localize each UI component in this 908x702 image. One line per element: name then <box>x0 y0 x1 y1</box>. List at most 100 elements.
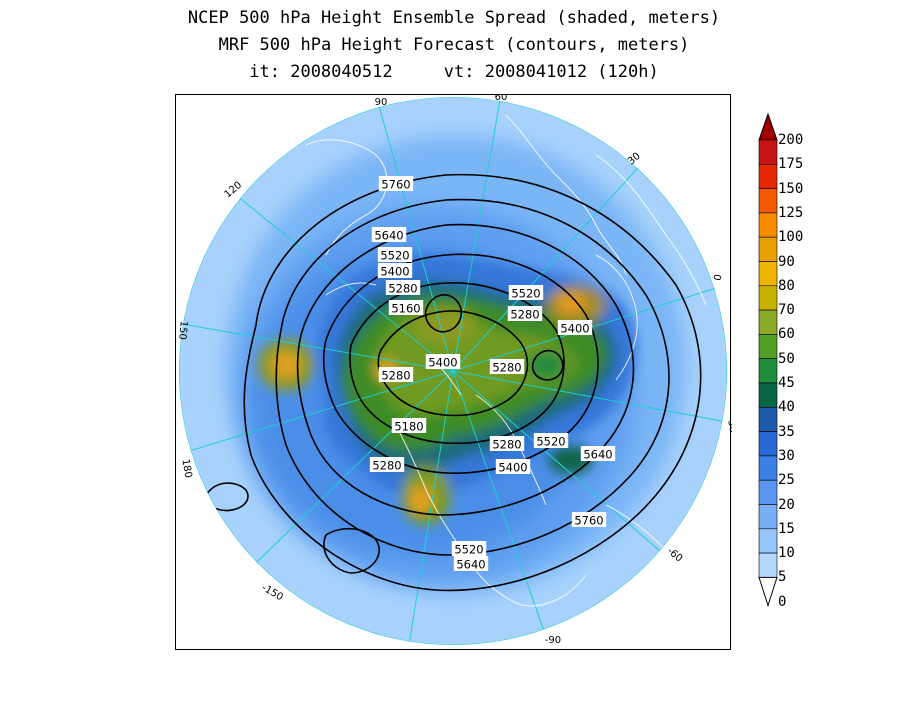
contour-label: 5520 <box>511 287 540 301</box>
colorbar-swatch <box>758 479 778 505</box>
contour-label: 5160 <box>391 302 420 316</box>
colorbar-label: 60 <box>778 326 795 343</box>
valid-time: vt: 2008041012 (120h) <box>443 62 659 82</box>
colorbar-swatch <box>758 139 778 165</box>
contour-label-bg <box>580 446 616 461</box>
contour-label-bg <box>507 306 543 321</box>
colorbar-label: 45 <box>778 375 795 391</box>
contour-label-bg <box>378 367 414 382</box>
contour-label-bg <box>425 354 461 369</box>
contour-label-bg <box>378 176 414 191</box>
contour-label: 5520 <box>536 435 565 449</box>
contour-label: 5520 <box>380 249 409 263</box>
colorbar-swatch <box>758 431 778 457</box>
colorbar-swatch <box>758 261 778 287</box>
contour-line <box>322 253 599 474</box>
contour-line <box>531 349 564 381</box>
colorbar-swatch <box>758 188 778 214</box>
contour-label: 5280 <box>492 361 521 375</box>
title-line-2: MRF 500 hPa Height Forecast (contours, m… <box>218 35 690 55</box>
colorbar-top-arrow <box>758 112 778 141</box>
colorbar-swatch <box>758 382 778 408</box>
contour-label: 5280 <box>388 282 417 296</box>
contour-label: 5280 <box>372 459 401 473</box>
contour-label-bg <box>377 263 413 278</box>
title-line-1: NCEP 500 hPa Height Ensemble Spread (sha… <box>187 8 721 28</box>
colorbar-swatch <box>758 212 778 238</box>
graticule-label: -30 <box>725 416 732 434</box>
colorbar-label: 35 <box>778 423 795 440</box>
graticule-label: 0 <box>713 273 725 281</box>
colorbar-label: 40 <box>778 399 795 416</box>
graticule-label: 150 <box>176 320 189 340</box>
map-frame: 5760 5640 5520 5400 5280 5160 5520 5280 5400 5400… <box>175 94 732 650</box>
colorbar-swatch <box>758 285 778 311</box>
colorbar-label: 125 <box>778 204 804 221</box>
colorbar-label: 70 <box>778 302 795 319</box>
contour-label: 5280 <box>381 369 410 383</box>
colorbar-label: 30 <box>778 447 795 464</box>
colorbar-swatch <box>758 358 778 384</box>
contour-line <box>377 310 529 417</box>
contour-line <box>349 282 565 445</box>
contour-label-bg <box>489 436 525 451</box>
colorbar-swatch <box>758 309 778 335</box>
colorbar-swatch <box>758 455 778 481</box>
colorbar-label: 5 <box>778 569 787 586</box>
graticule-label: -90 <box>545 635 561 646</box>
graticule <box>179 97 727 645</box>
contour-label: 5400 <box>380 265 409 279</box>
contour-label: 5640 <box>456 558 485 572</box>
colorbar-label: 175 <box>778 156 804 173</box>
colorbar-swatch <box>758 406 778 432</box>
colorbar-label: 50 <box>778 350 795 367</box>
contour-label-bg <box>557 320 593 335</box>
colorbar-swatch <box>758 236 778 262</box>
polar-map: 5760564055205400528051605520528054005400… <box>176 95 732 646</box>
contour-label-bg <box>371 227 407 242</box>
contour-label: 5520 <box>454 543 483 557</box>
contour-label-bg <box>495 459 531 474</box>
colorbar-label: 0 <box>778 593 787 610</box>
contour-labels: 5760564055205400528051605520528054005400… <box>369 176 616 572</box>
contour-label-bg <box>377 247 413 262</box>
contour-label: 5640 <box>583 448 612 462</box>
coastlines <box>305 114 707 607</box>
graticule-label: 90 <box>375 97 388 108</box>
colorbar-swatch <box>758 163 778 189</box>
contour-label-bg <box>533 433 569 448</box>
contour-label-bg <box>369 457 405 472</box>
contour-label: 5760 <box>574 514 603 528</box>
colorbar-bottom-arrow <box>758 576 778 608</box>
contour-label-bg <box>453 556 489 571</box>
contour-line <box>296 223 635 516</box>
graticule-label: -60 <box>665 546 685 565</box>
contour-label-bg <box>385 280 421 295</box>
contour-line <box>323 527 380 574</box>
height-contours <box>203 173 702 592</box>
graticule-label: 60 <box>495 95 508 103</box>
contour-label: 5280 <box>492 438 521 452</box>
graticule-label: 120 <box>223 180 245 201</box>
colorbar-label: 90 <box>778 253 795 270</box>
colorbar-swatch <box>758 552 778 578</box>
colorbar-label: 80 <box>778 277 795 294</box>
graticule-label: 180 <box>179 458 193 479</box>
colorbar <box>758 112 778 608</box>
contour-label: 5760 <box>381 178 410 192</box>
contour-line <box>424 294 463 333</box>
contour-label: 5640 <box>374 229 403 243</box>
contour-label: 5400 <box>428 356 457 370</box>
contour-label: 5400 <box>560 322 589 336</box>
contour-label: 5280 <box>510 308 539 322</box>
contour-label-bg <box>489 359 525 374</box>
contour-label: 5180 <box>394 420 423 434</box>
colorbar-label: 10 <box>778 545 795 562</box>
colorbar-label: 15 <box>778 520 795 537</box>
contour-label-bg <box>388 300 424 315</box>
colorbar-swatch <box>758 528 778 554</box>
contour-label-bg <box>508 285 544 300</box>
contour-label-bg <box>391 418 427 433</box>
contour-label: 5400 <box>498 461 527 475</box>
colorbar-label: 100 <box>778 229 804 246</box>
